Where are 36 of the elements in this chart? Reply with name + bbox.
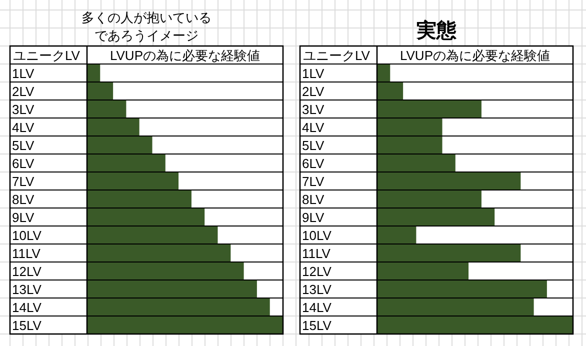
y-tick-label: 4LV <box>12 120 34 135</box>
x-axis-title: LVUPの為に必要な経験値 <box>110 48 260 63</box>
y-tick-label: 5LV <box>302 138 324 153</box>
y-tick-label: 7LV <box>302 174 324 189</box>
y-tick-label: 1LV <box>12 66 34 81</box>
y-tick-label: 9LV <box>12 210 34 225</box>
y-tick-label: 4LV <box>302 120 324 135</box>
y-tick-label: 7LV <box>12 174 34 189</box>
y-tick-label: 3LV <box>302 102 324 117</box>
x-axis-title: LVUPの為に必要な経験値 <box>400 48 550 63</box>
y-axis-title: ユニークLV <box>303 48 370 63</box>
y-tick-label: 10LV <box>302 228 332 243</box>
y-tick-label: 11LV <box>12 246 41 261</box>
y-tick-label: 14LV <box>12 300 42 315</box>
y-tick-label: 13LV <box>302 282 332 297</box>
y-tick-label: 12LV <box>302 264 332 279</box>
y-tick-label: 11LV <box>302 246 331 261</box>
y-tick-label: 6LV <box>12 156 34 171</box>
y-tick-label: 2LV <box>302 84 324 99</box>
y-tick-label: 9LV <box>302 210 324 225</box>
y-tick-label: 12LV <box>12 264 42 279</box>
chart-title: 実態 <box>416 19 458 42</box>
y-tick-label: 3LV <box>12 102 34 117</box>
y-tick-label: 13LV <box>12 282 42 297</box>
y-tick-label: 2LV <box>12 84 34 99</box>
y-tick-label: 15LV <box>302 318 332 333</box>
y-tick-label: 15LV <box>12 318 42 333</box>
y-tick-label: 8LV <box>302 192 324 207</box>
y-tick-label: 6LV <box>302 156 324 171</box>
y-tick-label: 1LV <box>302 66 324 81</box>
y-tick-label: 14LV <box>302 300 332 315</box>
y-axis-title: ユニークLV <box>13 48 80 63</box>
y-tick-label: 10LV <box>12 228 42 243</box>
y-tick-label: 8LV <box>12 192 34 207</box>
y-tick-label: 5LV <box>12 138 34 153</box>
chart-title: 多くの人が抱いているであろうイメージ <box>82 10 212 43</box>
